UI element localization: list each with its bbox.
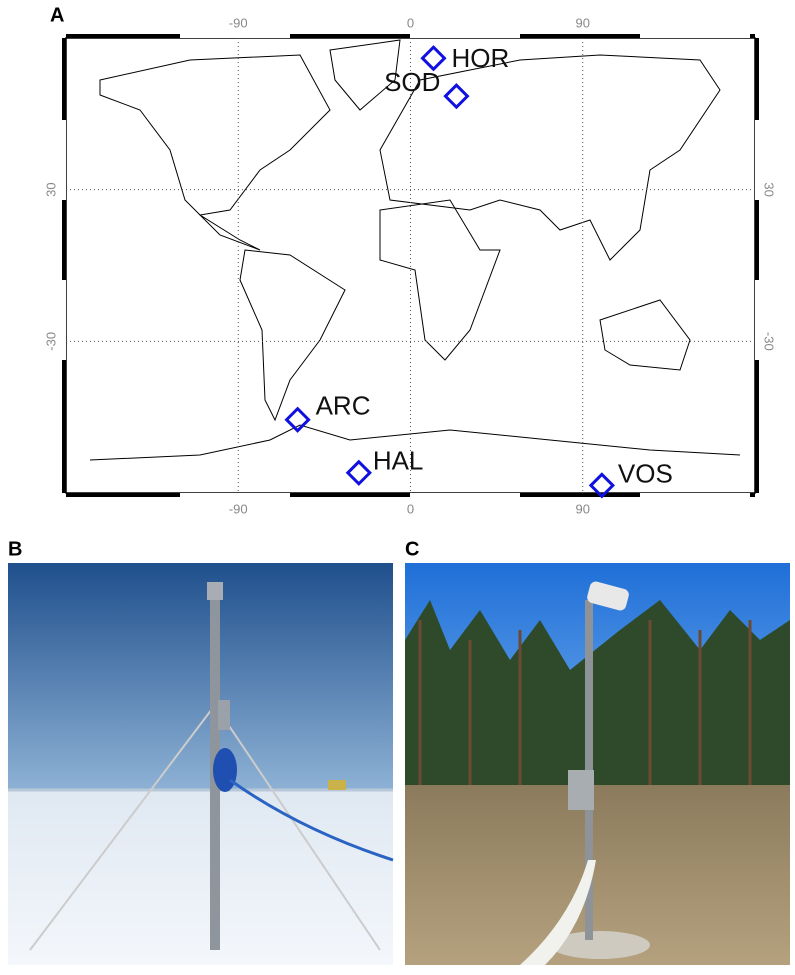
y-tick-label: -30 <box>762 332 777 351</box>
panel-label: A <box>50 4 64 26</box>
y-tick-label: 30 <box>762 182 777 196</box>
frame-border <box>62 34 759 497</box>
station-label: HOR <box>451 43 509 73</box>
station-label: VOS <box>618 458 673 488</box>
station-marker <box>345 459 372 486</box>
coastlines <box>89 39 741 461</box>
x-tick-label: 0 <box>407 15 414 30</box>
photo-b <box>8 563 394 965</box>
station-marker <box>420 45 447 72</box>
photo-c <box>405 563 790 965</box>
x-tick-label: 90 <box>576 15 590 30</box>
x-tick-label: -90 <box>229 501 248 516</box>
x-tick-label: 90 <box>576 501 590 516</box>
x-tick-label: 0 <box>407 501 414 516</box>
station-label: SOD <box>384 67 440 97</box>
station-label: ARC <box>316 391 371 421</box>
station-label: HAL <box>373 446 424 476</box>
y-tick-label: 30 <box>43 182 58 196</box>
station-marker <box>588 472 616 499</box>
map-frame <box>65 37 756 494</box>
panel-label: C <box>405 538 419 560</box>
panel-label: B <box>8 538 22 560</box>
station-marker <box>284 406 311 433</box>
x-tick-label: -90 <box>229 15 248 30</box>
station-marker <box>443 83 470 110</box>
y-tick-label: -30 <box>43 332 58 351</box>
